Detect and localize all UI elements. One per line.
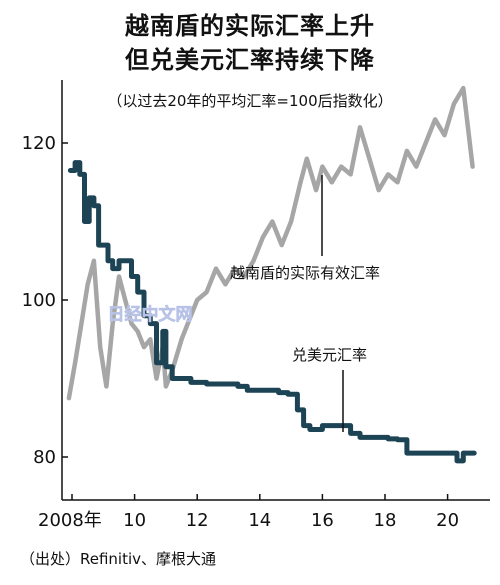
usd-series-label: 兑美元汇率 — [292, 346, 367, 364]
chart-axes: 80 100 120 2008年 10 12 14 16 18 20 — [22, 80, 490, 531]
y-tick-label-80: 80 — [33, 447, 56, 468]
y-tick-label-120: 120 — [22, 133, 56, 154]
x-tick-label-2010: 10 — [123, 510, 146, 531]
watermark: 日经中文网 — [108, 304, 193, 325]
x-tick-label-2018: 18 — [374, 510, 397, 531]
x-tick-label-2008: 2008年 — [38, 510, 102, 531]
reer-series-label: 越南盾的实际有效汇率 — [230, 264, 380, 282]
chart-lines — [66, 85, 477, 464]
x-tick-label-2012: 12 — [186, 510, 209, 531]
x-tick-label-2020: 20 — [436, 510, 459, 531]
x-tick-label-2014: 14 — [248, 510, 271, 531]
chart-title-line-2: 但兑美元汇率持续下降 — [125, 46, 375, 74]
series-line-reer — [66, 85, 475, 401]
y-tick-label-100: 100 — [22, 290, 56, 311]
source-note: （出处）Refinitiv、摩根大通 — [20, 550, 217, 568]
chart-subtitle: （以过去20年的平均汇率=100后指数化） — [107, 92, 393, 110]
chart-title-line-1: 越南盾的实际汇率上升 — [125, 12, 375, 40]
x-tick-label-2016: 16 — [311, 510, 334, 531]
series-line-usd — [67, 160, 477, 464]
